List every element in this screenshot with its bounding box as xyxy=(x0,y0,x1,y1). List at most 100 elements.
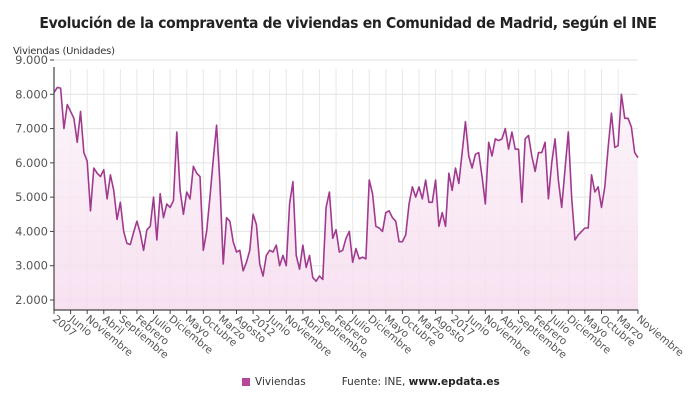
data-point xyxy=(445,226,446,227)
data-point xyxy=(113,190,114,191)
data-point xyxy=(508,149,509,150)
data-point xyxy=(223,263,224,264)
data-point xyxy=(544,142,545,143)
data-point xyxy=(249,250,250,251)
data-point xyxy=(166,203,167,204)
y-axis-ticks: 2.000 3.000 4.000 5.000 6.000 7.000 8.000 9.000 xyxy=(15,53,54,307)
data-point xyxy=(97,173,98,174)
data-point xyxy=(455,167,456,168)
data-point xyxy=(226,217,227,218)
chart-title: Evolución de la compraventa de viviendas… xyxy=(39,14,657,32)
data-point xyxy=(511,131,512,132)
data-point xyxy=(342,250,343,251)
data-point xyxy=(475,154,476,155)
data-point xyxy=(584,227,585,228)
data-point xyxy=(541,152,542,153)
data-point xyxy=(355,248,356,249)
data-point xyxy=(150,226,151,227)
data-point xyxy=(352,262,353,263)
data-point xyxy=(574,239,575,240)
data-point xyxy=(116,219,117,220)
data-point xyxy=(236,251,237,252)
data-point xyxy=(518,149,519,150)
data-point xyxy=(219,183,220,184)
data-point xyxy=(110,174,111,175)
data-point xyxy=(362,257,363,258)
data-point xyxy=(176,131,177,132)
data-point xyxy=(471,167,472,168)
y-tick-label: 6.000 xyxy=(15,156,48,170)
data-point xyxy=(302,245,303,246)
data-point xyxy=(548,198,549,199)
data-point xyxy=(203,250,204,251)
data-point xyxy=(193,166,194,167)
data-point xyxy=(163,217,164,218)
data-point xyxy=(561,207,562,208)
data-point xyxy=(335,229,336,230)
data-point xyxy=(243,270,244,271)
data-point xyxy=(385,212,386,213)
data-point xyxy=(312,277,313,278)
y-tick-label: 4.000 xyxy=(15,224,48,238)
data-point xyxy=(279,265,280,266)
data-point xyxy=(442,212,443,213)
data-point xyxy=(276,245,277,246)
source-prefix: Fuente: INE, xyxy=(341,376,409,388)
data-point xyxy=(332,238,333,239)
data-point xyxy=(468,155,469,156)
data-point xyxy=(402,241,403,242)
data-point xyxy=(491,155,492,156)
data-point xyxy=(564,169,565,170)
x-axis-ticks: 2007JunioNoviembreAbrilSeptiembreFebrero… xyxy=(50,310,686,361)
data-point xyxy=(57,87,58,88)
data-point xyxy=(286,265,287,266)
y-axis-label: Viviendas (Unidades) xyxy=(13,46,115,57)
data-point xyxy=(63,128,64,129)
data-point xyxy=(558,179,559,180)
y-tick-label: 3.000 xyxy=(15,259,48,273)
data-point xyxy=(395,221,396,222)
data-point xyxy=(156,239,157,240)
data-point xyxy=(478,152,479,153)
data-point xyxy=(73,118,74,119)
data-point xyxy=(179,190,180,191)
data-point xyxy=(578,234,579,235)
data-point xyxy=(349,231,350,232)
data-point xyxy=(106,198,107,199)
data-point xyxy=(259,263,260,264)
data-point xyxy=(611,113,612,114)
data-point xyxy=(621,94,622,95)
data-point xyxy=(627,118,628,119)
data-point xyxy=(296,255,297,256)
data-point xyxy=(432,202,433,203)
data-point xyxy=(505,128,506,129)
data-point xyxy=(425,179,426,180)
source-site: www.epdata.es xyxy=(408,376,500,388)
data-point xyxy=(428,202,429,203)
data-point xyxy=(77,142,78,143)
data-point xyxy=(608,147,609,148)
data-point xyxy=(133,232,134,233)
data-point xyxy=(408,203,409,204)
series-line-viviendas xyxy=(53,86,639,282)
y-tick-label: 9.000 xyxy=(15,53,48,67)
data-point xyxy=(617,145,618,146)
legend: Viviendas Fuente: INE, www.epdata.es xyxy=(242,376,500,388)
data-point xyxy=(262,275,263,276)
data-point xyxy=(515,149,516,150)
axes xyxy=(53,67,638,311)
data-point xyxy=(209,197,210,198)
data-point xyxy=(173,200,174,201)
legend-swatch-viviendas xyxy=(242,378,250,386)
data-point xyxy=(186,191,187,192)
data-point xyxy=(481,176,482,177)
data-point xyxy=(146,229,147,230)
data-point xyxy=(272,251,273,252)
data-point xyxy=(299,269,300,270)
data-point xyxy=(379,227,380,228)
data-point xyxy=(634,152,635,153)
data-point xyxy=(153,197,154,198)
data-point xyxy=(538,152,539,153)
data-point xyxy=(485,203,486,204)
data-point xyxy=(292,181,293,182)
